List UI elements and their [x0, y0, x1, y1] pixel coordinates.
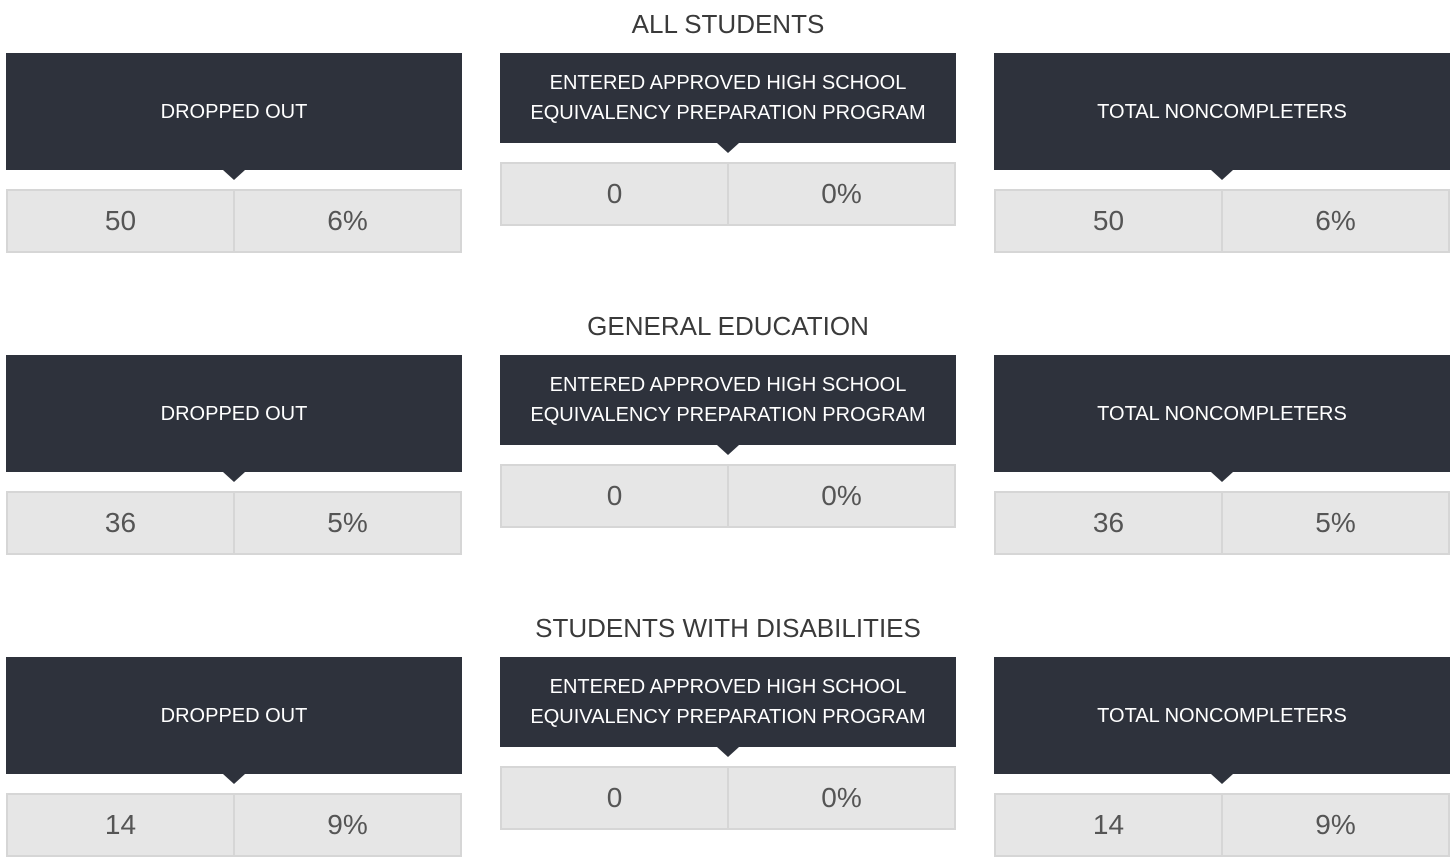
percent: 0%	[727, 466, 954, 526]
card-values: 50 6%	[994, 189, 1450, 253]
count: 36	[1092, 507, 1125, 538]
card-header: TOTAL NONCOMPLETERS	[994, 657, 1450, 784]
card-header: TOTAL NONCOMPLETERS	[994, 53, 1450, 180]
card-values: 0 0%	[500, 766, 956, 830]
percent: 0%	[727, 768, 954, 828]
card-header: ENTERED APPROVED HIGH SCHOOL EQUIVALENCY…	[500, 657, 956, 757]
count: 50	[104, 205, 137, 236]
count: 50	[1092, 205, 1125, 236]
count: 0	[606, 178, 623, 209]
card-values: 14 9%	[994, 793, 1450, 857]
percent: 5%	[233, 493, 460, 553]
card-header: DROPPED OUT	[6, 657, 462, 784]
percent: 9%	[1221, 795, 1448, 855]
card-values: 36 5%	[6, 491, 462, 555]
percent: 5%	[1221, 493, 1448, 553]
card-values: 50 6%	[6, 189, 462, 253]
count: 36	[104, 507, 137, 538]
section-title: GENERAL EDUCATION	[587, 311, 869, 341]
card-header: TOTAL NONCOMPLETERS	[994, 355, 1450, 482]
percent: 9%	[233, 795, 460, 855]
card-header: ENTERED APPROVED HIGH SCHOOL EQUIVALENCY…	[500, 355, 956, 455]
percent: 6%	[1221, 191, 1448, 251]
count: 14	[104, 809, 137, 840]
percent: 6%	[233, 191, 460, 251]
card-header: DROPPED OUT	[6, 355, 462, 482]
card-values: 36 5%	[994, 491, 1450, 555]
card-values: 0 0%	[500, 162, 956, 226]
count: 0	[606, 782, 623, 813]
count: 0	[606, 480, 623, 511]
card-header: DROPPED OUT	[6, 53, 462, 180]
card-header: ENTERED APPROVED HIGH SCHOOL EQUIVALENCY…	[500, 53, 956, 153]
section-title: ALL STUDENTS	[631, 9, 825, 39]
card-values: 14 9%	[6, 793, 462, 857]
count: 14	[1092, 809, 1125, 840]
card-values: 0 0%	[500, 464, 956, 528]
percent: 0%	[727, 164, 954, 224]
section-title: STUDENTS WITH DISABILITIES	[535, 613, 921, 643]
